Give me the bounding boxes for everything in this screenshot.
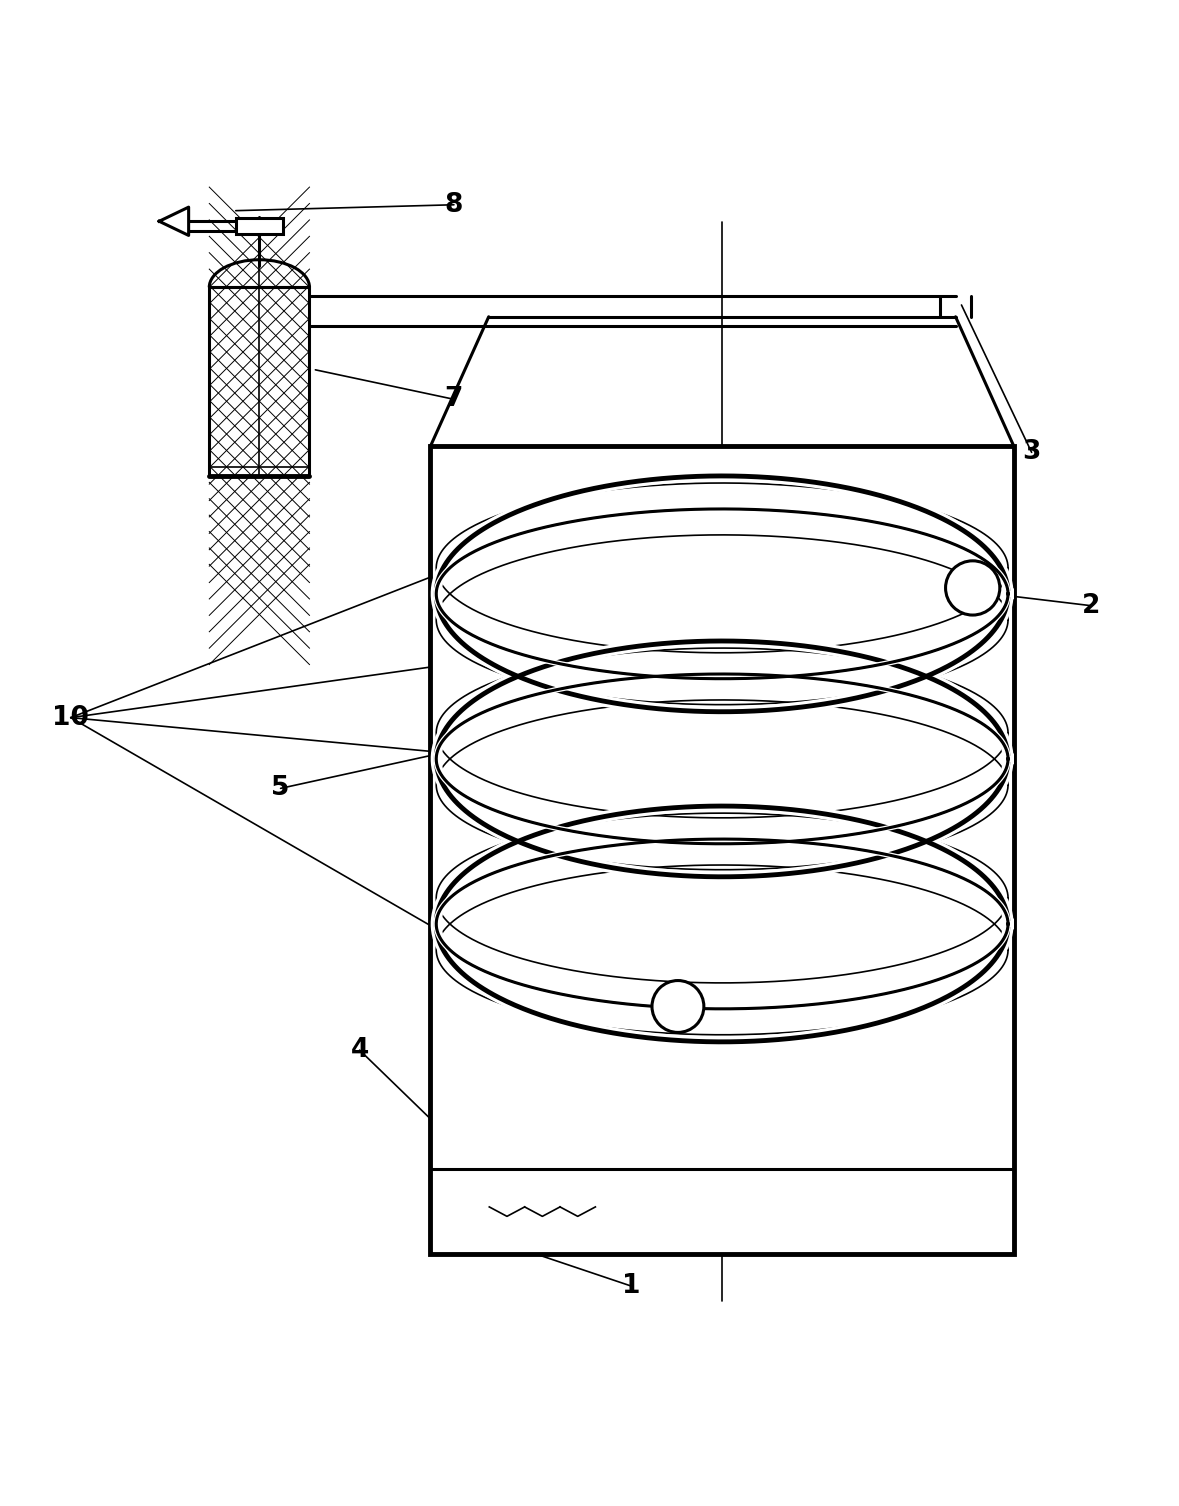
Text: 2: 2	[1081, 593, 1100, 619]
Polygon shape	[159, 208, 189, 235]
Text: 1: 1	[621, 1273, 640, 1298]
Bar	[236, 218, 283, 235]
Bar	[430, 446, 1014, 1254]
Text: 10: 10	[52, 705, 90, 730]
Bar	[210, 288, 309, 476]
Text: 8: 8	[444, 191, 463, 218]
Text: 3: 3	[1022, 440, 1041, 465]
Text: 5: 5	[271, 776, 290, 801]
Circle shape	[652, 980, 704, 1033]
Text: 7: 7	[444, 387, 463, 413]
Circle shape	[946, 560, 1000, 614]
Text: 4: 4	[350, 1038, 369, 1063]
